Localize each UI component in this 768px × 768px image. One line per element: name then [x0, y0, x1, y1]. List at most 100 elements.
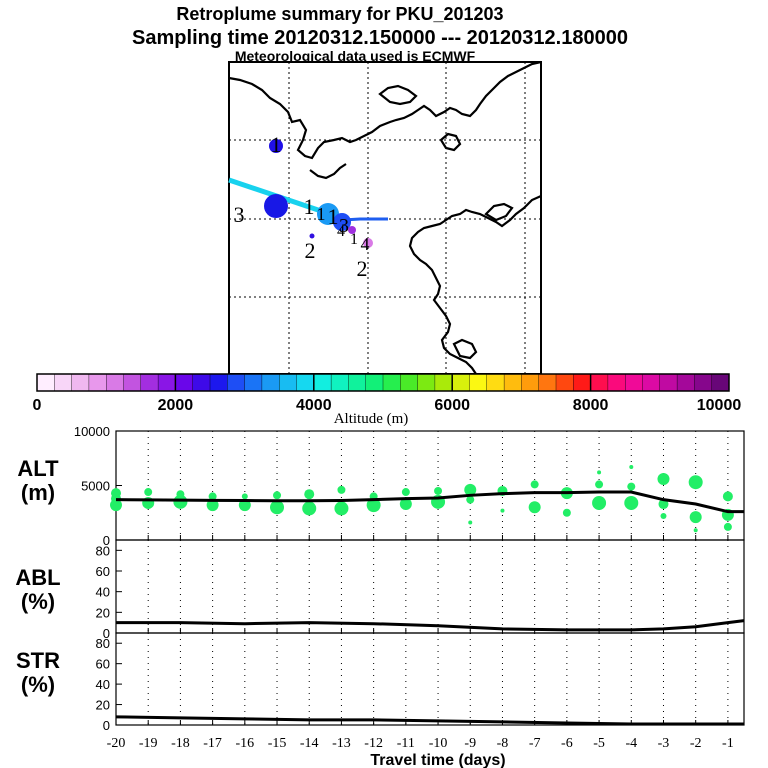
alt-data-point — [468, 520, 473, 525]
alt-data-point — [629, 464, 634, 469]
alt-data-point — [176, 490, 185, 499]
abl-ylabel-line1: ABL — [15, 565, 60, 590]
alt-data-point — [273, 491, 282, 500]
colorbar-cell — [503, 373, 522, 392]
alt-data-point — [624, 495, 639, 510]
colorbar-tick-label: 10000 — [697, 397, 742, 414]
colorbar-cell — [590, 373, 609, 392]
plume-label: 1 — [350, 231, 358, 248]
colorbar-cell — [382, 373, 401, 392]
y-tick-label: 20 — [96, 605, 110, 620]
panel-frame — [115, 539, 745, 634]
figure-title: Retroplume summary for PKU_201203 — [176, 4, 503, 24]
colorbar-cell — [192, 373, 211, 392]
x-tick-label: -5 — [593, 736, 605, 751]
sampling-time-title: Sampling time 20120312.150000 --- 201203… — [132, 27, 628, 49]
alt-data-point — [334, 501, 349, 516]
alt-data-point — [241, 493, 248, 500]
colorbar-cell — [434, 373, 453, 392]
alt-data-point — [627, 482, 636, 491]
plume-label: 1 — [328, 204, 339, 229]
alt-data-point — [304, 489, 315, 500]
alt-data-point — [693, 528, 698, 533]
colorbar-cell — [227, 373, 246, 392]
colorbar-cell — [348, 373, 367, 392]
colorbar-cell — [607, 373, 626, 392]
colorbar-cell — [157, 373, 176, 392]
plume-label: 1 — [304, 194, 315, 219]
plume-label: 3 — [234, 202, 245, 227]
colorbar-cell — [209, 373, 228, 392]
meteo-data-title: Meteorological data used is ECMWF — [235, 48, 476, 64]
colorbar-tick-label: 8000 — [573, 397, 609, 414]
colorbar-cell — [54, 373, 73, 392]
alt-data-point — [722, 491, 733, 502]
y-tick-label: 0 — [103, 718, 110, 733]
x-tick-label: -18 — [171, 736, 190, 751]
alt-data-point — [689, 511, 702, 524]
colorbar-cell — [330, 373, 349, 392]
alt-data-point — [206, 499, 219, 512]
plume-labels: 1 1 1 2 3 4 3 2 1 1 4 — [234, 132, 370, 281]
x-tick-label: -11 — [397, 736, 415, 751]
plume-label: 3 — [339, 215, 349, 237]
alt-median-line — [115, 490, 744, 514]
alt-data-point — [337, 485, 346, 494]
colorbar-tick-label: 4000 — [296, 397, 332, 414]
alt-data-point — [270, 500, 285, 515]
alt-data-point — [144, 488, 153, 497]
plume-label: 1 — [317, 204, 326, 224]
alt-data-point — [238, 499, 251, 512]
y-tick-label: 5000 — [81, 479, 110, 494]
colorbar-cells — [36, 373, 730, 392]
x-tick-label: -2 — [690, 736, 702, 751]
colorbar-cell — [105, 373, 124, 392]
abl-panel: ABL (%) 80 60 40 20 0 — [15, 539, 745, 641]
str-series-line — [115, 715, 744, 726]
x-tick-label: -13 — [332, 736, 351, 751]
y-tick-label: 0 — [103, 533, 110, 548]
colorbar-cell — [659, 373, 678, 392]
x-tick-label: -7 — [529, 736, 541, 751]
str-ylabel-line1: STR — [16, 648, 60, 673]
colorbar-cell — [486, 373, 505, 392]
colorbar-tick-labels: 0 2000 4000 6000 8000 10000 — [33, 397, 742, 414]
colorbar: 0 2000 4000 6000 8000 10000 Altitude (m) — [33, 373, 742, 427]
colorbar-label: Altitude (m) — [334, 411, 409, 427]
plume-circle — [333, 213, 351, 231]
alt-data-point — [500, 508, 505, 513]
x-tick-label: -17 — [203, 736, 222, 751]
colorbar-cell — [365, 373, 384, 392]
colorbar-cell — [521, 373, 540, 392]
alt-data-point — [208, 492, 217, 501]
plume-circle — [269, 139, 283, 153]
y-tick-label: 60 — [96, 564, 110, 579]
map-panel: 1 1 1 2 3 4 3 2 1 1 4 — [228, 60, 542, 375]
y-tick-label: 60 — [96, 657, 110, 672]
y-tick-label: 80 — [96, 543, 110, 558]
colorbar-cell — [400, 373, 419, 392]
colorbar-cell — [711, 373, 730, 392]
coastline — [228, 60, 542, 375]
plume-label: 4 — [337, 223, 345, 240]
plume-circle — [363, 238, 373, 248]
colorbar-cell — [279, 373, 298, 392]
x-tick-label: -12 — [364, 736, 383, 751]
alt-panel: ALT (m) 10000 5000 0 — [17, 424, 745, 548]
alt-data-point — [595, 480, 604, 489]
colorbar-frame — [36, 373, 730, 392]
plume-label: 2 — [305, 238, 316, 263]
y-tick-label: 40 — [96, 585, 110, 600]
plume-label: 2 — [357, 256, 368, 281]
abl-series-line — [116, 619, 745, 632]
x-tick-label: -9 — [464, 736, 476, 751]
panel-frame — [115, 430, 745, 541]
x-tick-label: -8 — [497, 736, 509, 751]
colorbar-cell — [313, 373, 332, 392]
colorbar-cell — [676, 373, 695, 392]
alt-data-point — [173, 494, 188, 509]
x-tick-label: -10 — [429, 736, 448, 751]
x-tick-label: -15 — [268, 736, 287, 751]
plume-label: 1 — [271, 132, 282, 157]
